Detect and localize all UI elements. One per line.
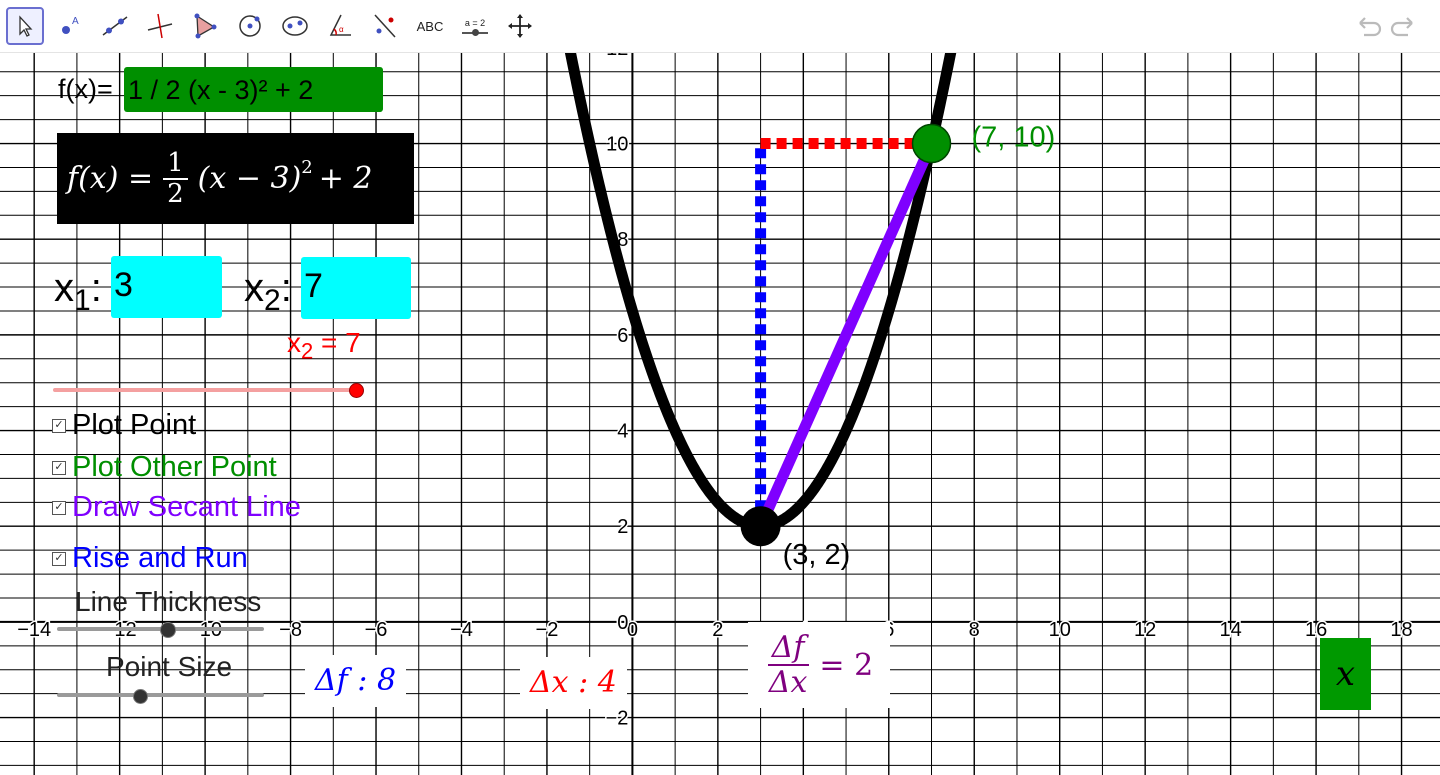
slider-icon: a = 2 (462, 18, 488, 36)
function-input-field[interactable]: 1 / 2 (x - 3)² + 2 (124, 67, 383, 112)
reflect-tool-button[interactable] (366, 7, 404, 45)
cursor-icon (19, 15, 33, 37)
formula-body: (x − 3) (197, 161, 302, 196)
slope-fraction: Δf Δx (767, 630, 809, 700)
text-tool-button[interactable]: ABC (411, 7, 449, 45)
tick-labels: −14−12−10−8−6−4−2024681012141618−2024681… (16, 36, 1414, 731)
x-tick-label: 8 (969, 619, 980, 641)
x-button[interactable]: x (1320, 638, 1371, 710)
reflect-icon (374, 14, 396, 38)
point-icon: A (62, 16, 79, 34)
toolbar: A α ABC a = 2 (0, 0, 1440, 53)
undo-icon[interactable] (1352, 12, 1382, 42)
point-a-label: (3, 2) (783, 539, 851, 571)
checkbox-box[interactable]: ✓ (52, 418, 66, 433)
slider-tool-button[interactable]: a = 2 (456, 7, 494, 45)
y-tick-label: −2 (606, 708, 629, 730)
plot-point-checkbox[interactable]: ✓ Plot Point (52, 409, 196, 442)
function-input-label: f(x)= (58, 74, 113, 104)
angle-tool-button[interactable]: α (321, 7, 359, 45)
move-tool-button[interactable] (6, 7, 44, 45)
angle-icon: α (329, 14, 351, 36)
ellipse-icon (282, 16, 308, 36)
circle-icon (239, 15, 261, 37)
svg-text:α: α (339, 25, 344, 34)
x-tick-label: 10 (1049, 619, 1071, 641)
move-graphics-tool-button[interactable] (501, 7, 539, 45)
checkbox-box[interactable]: ✓ (52, 551, 66, 566)
x1-input-label: x1: (54, 266, 102, 317)
x-tick-label: −6 (365, 619, 388, 641)
checkbox-label: Plot Other Point (72, 451, 277, 483)
x-tick-label: 0 (627, 619, 638, 641)
x1-input-field[interactable]: 3 (111, 256, 222, 318)
point-a[interactable] (740, 506, 781, 547)
text-icon: ABC (416, 18, 444, 34)
checkbox-label: Draw Secant Line (72, 491, 301, 523)
delta-f-text: Δf : 8 (305, 655, 407, 707)
move-view-icon (508, 14, 532, 38)
delta-x-text: Δx : 4 (520, 657, 627, 709)
x2-slider-track[interactable] (53, 388, 357, 392)
line-tool-button[interactable] (96, 7, 134, 45)
perpendicular-icon (147, 13, 173, 39)
checkbox-box[interactable]: ✓ (52, 500, 66, 515)
x-tick-label: 2 (712, 619, 723, 641)
x-tick-label: 18 (1390, 619, 1412, 641)
checkbox-box[interactable]: ✓ (52, 460, 66, 475)
checkbox-label: Rise and Run (72, 542, 248, 574)
point-size-track[interactable] (57, 693, 264, 697)
plot-other-point-checkbox[interactable]: ✓ Plot Other Point (52, 451, 277, 484)
line-thickness-label: Line Thickness (75, 586, 262, 617)
x2-input-field[interactable]: 7 (301, 257, 411, 319)
line-icon (102, 16, 128, 36)
polygon-icon (194, 13, 217, 39)
polygon-tool-button[interactable] (186, 7, 224, 45)
formula-tail: + 2 (318, 161, 373, 196)
x-tick-label: 12 (1134, 619, 1156, 641)
x2-input-label: x2: (244, 266, 292, 317)
x-tick-label: −14 (17, 619, 51, 641)
svg-text:A: A (72, 16, 79, 27)
circle-tool-button[interactable] (231, 7, 269, 45)
point-b[interactable] (911, 123, 952, 164)
point-size-knob[interactable] (132, 689, 148, 704)
checkbox-label: Plot Point (72, 409, 197, 441)
y-tick-label: 4 (617, 421, 628, 443)
point-b-label: (7, 10) (972, 122, 1056, 154)
y-tick-label: 6 (617, 325, 628, 347)
rise-and-run-checkbox[interactable]: ✓ Rise and Run (52, 542, 248, 575)
x-tick-label: −4 (450, 619, 473, 641)
redo-icon[interactable] (1390, 12, 1420, 42)
slope-text: Δf Δx = 2 (748, 622, 890, 708)
y-tick-label: 0 (617, 612, 628, 634)
formula-lhs: f(x) = (67, 161, 154, 196)
x-tick-label: 14 (1219, 619, 1241, 641)
point-size-label: Point Size (106, 651, 233, 682)
x-tick-label: −8 (279, 619, 302, 641)
line-thickness-knob[interactable] (159, 622, 176, 638)
perpendicular-tool-button[interactable] (141, 7, 179, 45)
formula-display: f(x) = 1 2 (x − 3) 2 + 2 (57, 133, 414, 224)
x-tick-label: −2 (536, 619, 559, 641)
draw-secant-line-checkbox[interactable]: ✓ Draw Secant Line (52, 491, 301, 524)
x2-slider-label: x2 = 7 (287, 327, 361, 364)
y-tick-label: 10 (606, 134, 628, 156)
x2-slider-knob[interactable] (349, 383, 364, 398)
ellipse-tool-button[interactable] (276, 7, 314, 45)
formula-fraction: 1 2 (163, 149, 188, 208)
secant-line[interactable] (755, 141, 937, 529)
y-tick-label: 2 (617, 516, 628, 538)
x-button-label: x (1335, 654, 1356, 694)
point-tool-button[interactable]: A (51, 7, 89, 45)
